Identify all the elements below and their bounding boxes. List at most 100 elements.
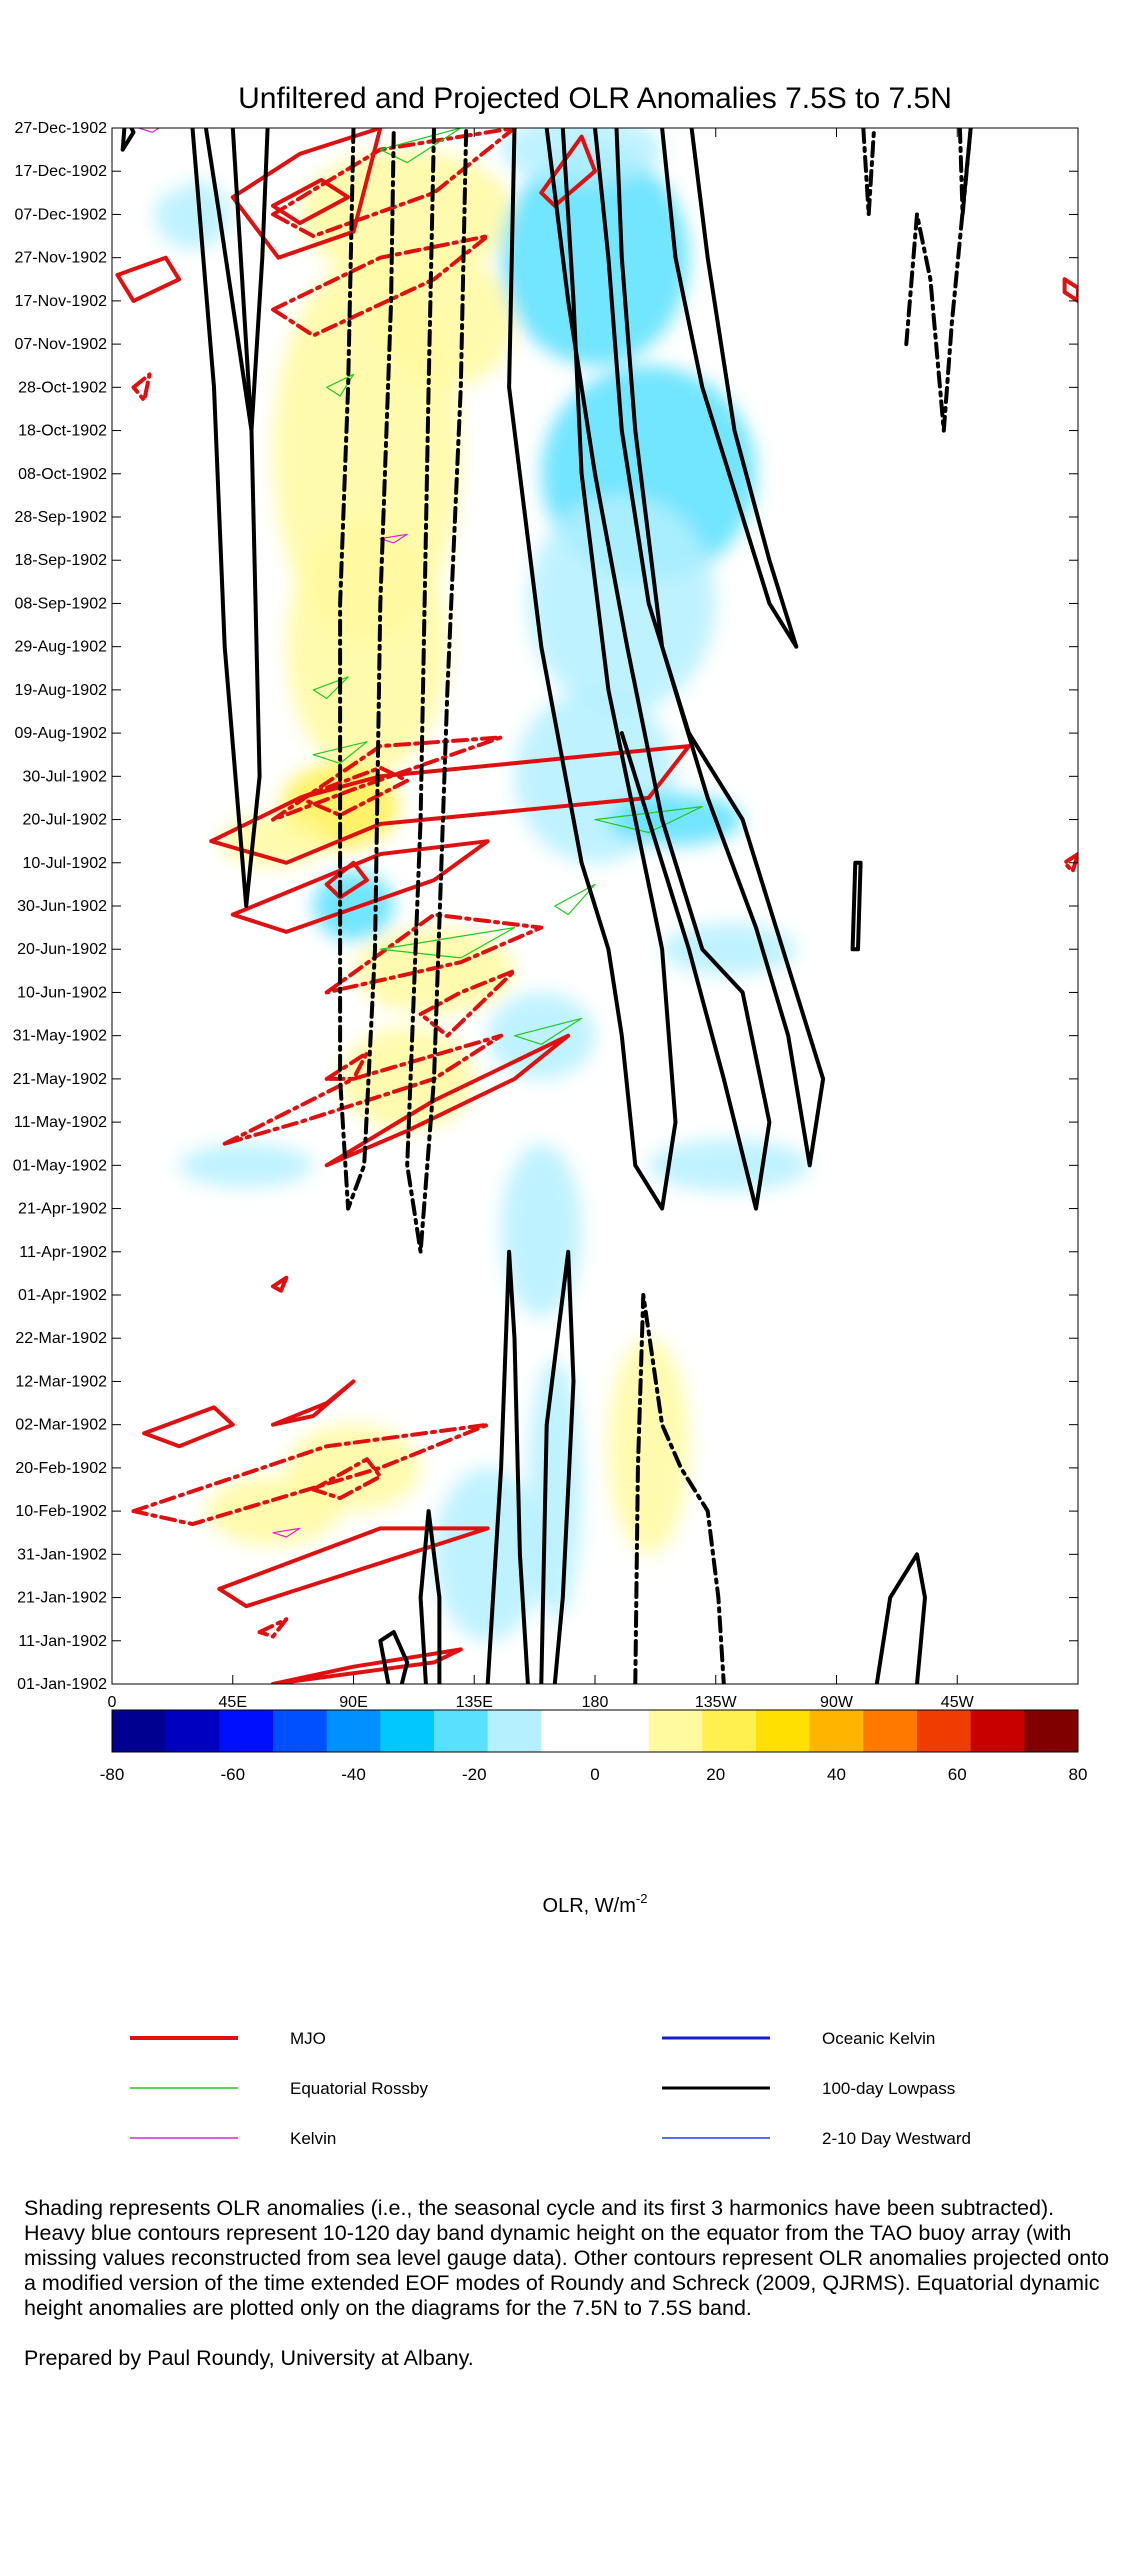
100-day-lowpass-contour	[405, 128, 469, 1254]
colorbar-tick-label: -80	[100, 1765, 125, 1784]
colorbar-label-exponent: -2	[636, 1891, 648, 1906]
mjo-contour	[257, 1617, 289, 1639]
olr-anomaly-blob	[769, 1532, 904, 1576]
y-tick-label: 28-Sep-1902	[14, 509, 107, 526]
olr-anomaly-blob	[434, 1467, 542, 1641]
x-tick-label: 90E	[339, 1694, 367, 1711]
colorbar-swatch	[434, 1710, 489, 1752]
mjo-contour	[324, 1033, 571, 1168]
mjo-contour	[324, 860, 369, 900]
olr-anomaly-blob	[286, 517, 448, 777]
notes-credit: Prepared by Paul Roundy, University at A…	[24, 2346, 474, 2370]
colorbar-swatch	[702, 1710, 757, 1752]
contour-layer	[115, 128, 1078, 1684]
y-tick-label: 08-Sep-1902	[14, 595, 107, 612]
y-axis-date-ticks: 01-Jan-1902 11-Jan-1902 21-Jan-1902 31-Jan-…	[13, 120, 1078, 1693]
y-tick-label: 29-Aug-1902	[14, 639, 107, 656]
mjo-contour	[297, 765, 410, 818]
legend-label-mjo: MJO	[290, 2029, 326, 2048]
y-tick-label: 10-Jul-1902	[23, 855, 108, 872]
y-tick-label: 07-Dec-1902	[15, 206, 108, 223]
mjo-contour	[271, 1379, 356, 1427]
100-day-lowpass-contour	[485, 1249, 530, 1684]
olr-anomaly-blob	[608, 1338, 689, 1555]
colorbar-tick-label: -20	[462, 1765, 487, 1784]
colorbar-tick-label: 60	[948, 1765, 967, 1784]
y-tick-label: 17-Nov-1902	[15, 293, 108, 310]
olr-anomaly-blob	[863, 970, 1025, 1015]
equatorial-rossby-contour	[379, 926, 516, 959]
olr-anomaly-blob	[313, 871, 394, 941]
colorbar-swatch	[326, 1710, 381, 1752]
legend-label-oceanic-kelvin: Oceanic Kelvin	[822, 2029, 935, 2048]
100-day-lowpass-contour	[418, 1509, 442, 1684]
olr-anomaly-blob	[782, 1338, 998, 1382]
mjo-contour	[539, 134, 597, 208]
equatorial-rossby-contour	[326, 373, 355, 397]
mjo-contour	[271, 128, 517, 239]
y-tick-label: 17-Dec-1902	[15, 163, 108, 180]
x-axis-longitude-ticks: 0 45E 90E 135E 180 135W 90W 45W	[108, 128, 975, 1711]
100-day-lowpass-contour	[633, 1293, 726, 1684]
colorbar-swatch	[165, 1710, 220, 1752]
colorbar-swatch	[917, 1710, 972, 1752]
100-day-lowpass-contour	[338, 128, 396, 1211]
olr-anomaly-blob	[380, 257, 515, 388]
legend: MJO Equatorial Rossby Kelvin Oceanic Kelvin…	[130, 2029, 971, 2148]
100-day-lowpass-contour	[539, 1249, 576, 1684]
mjo-contour	[418, 968, 517, 1038]
mjo-contour	[131, 372, 152, 403]
y-tick-label: 18-Sep-1902	[14, 552, 107, 569]
kelvin-contour	[272, 1527, 301, 1538]
colorbar-swatch	[809, 1710, 864, 1752]
y-tick-label: 10-Jun-1902	[17, 984, 107, 1001]
y-tick-label: 07-Nov-1902	[15, 336, 108, 353]
olr-anomaly-blob	[353, 927, 515, 1015]
y-tick-label: 21-Jan-1902	[17, 1590, 107, 1607]
y-tick-label: 01-May-1902	[13, 1157, 107, 1174]
olr-anomaly-blob	[501, 149, 689, 366]
chart-title: Unfiltered and Projected OLR Anomalies 7…	[238, 82, 952, 115]
colorbar-tick-label: 40	[827, 1765, 846, 1784]
100-day-lowpass-contour	[593, 128, 826, 1168]
equatorial-rossby-contour	[312, 676, 349, 700]
x-tick-label: 90W	[820, 1694, 854, 1711]
olr-anomaly-blob	[154, 179, 231, 250]
olr-anomaly-blob	[205, 1316, 341, 1360]
y-tick-label: 11-Jan-1902	[18, 1633, 107, 1650]
y-tick-label: 22-Mar-1902	[15, 1330, 107, 1347]
olr-shading-layer	[138, 128, 1025, 1641]
y-tick-label: 19-Aug-1902	[14, 682, 107, 699]
colorbar-tick-label: -40	[341, 1765, 366, 1784]
olr-anomaly-blob	[662, 923, 797, 976]
y-tick-label: 02-Mar-1902	[15, 1417, 107, 1434]
x-tick-label: 0	[108, 1694, 117, 1711]
y-tick-label: 20-Jun-1902	[17, 941, 107, 958]
equatorial-rossby-contour	[554, 883, 596, 916]
colorbar-swatch	[219, 1710, 274, 1752]
olr-anomaly-blob	[138, 149, 193, 193]
colorbar-swatch	[863, 1710, 918, 1752]
colorbar-swatch	[648, 1710, 703, 1752]
olr-anomaly-blob	[675, 1009, 891, 1062]
100-day-lowpass-contour	[507, 128, 678, 1211]
olr-anomaly-blob	[917, 145, 1025, 198]
y-tick-label: 27-Dec-1902	[15, 120, 108, 137]
colorbar-swatch	[541, 1710, 596, 1752]
colorbar-tick-label: 0	[590, 1765, 599, 1784]
colorbar-swatch	[1024, 1710, 1079, 1752]
x-tick-label: 135W	[695, 1694, 738, 1711]
mjo-contour	[230, 128, 383, 260]
mjo-contour	[271, 1275, 289, 1293]
legend-label-2-10-day-westward: 2-10 Day Westward	[822, 2129, 971, 2148]
legend-label-100-day-lowpass: 100-day Lowpass	[822, 2079, 955, 2098]
y-tick-label: 01-Apr-1902	[18, 1287, 107, 1304]
100-day-lowpass-contour	[850, 860, 863, 952]
100-day-lowpass-contour	[660, 128, 799, 649]
y-tick-label: 21-Apr-1902	[18, 1201, 107, 1218]
y-tick-label: 10-Feb-1902	[15, 1503, 107, 1520]
colorbar-swatch	[487, 1710, 542, 1752]
100-day-lowpass-contour	[957, 128, 973, 217]
100-day-lowpass-contour	[861, 128, 877, 217]
x-tick-label: 45E	[219, 1694, 247, 1711]
